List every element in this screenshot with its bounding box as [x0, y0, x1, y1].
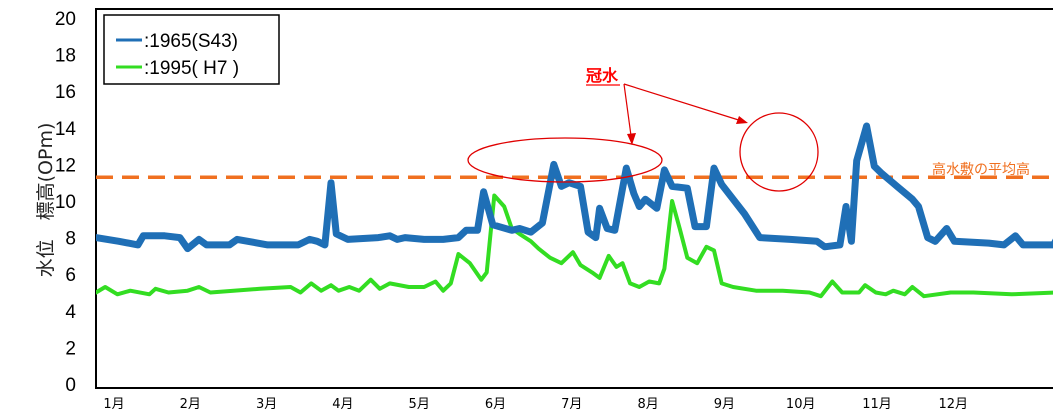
y-tick-label: 12	[55, 155, 76, 176]
x-tick-label: 8月	[637, 397, 658, 412]
series-lines	[96, 122, 1053, 299]
x-tick-label: 11月	[862, 397, 892, 412]
x-tick-label: 1月	[103, 397, 124, 412]
y-tick-label: 0	[65, 375, 76, 396]
y-tick-label: 10	[55, 192, 76, 213]
y-tick-label: 20	[55, 9, 76, 30]
x-tick-label: 6月	[485, 397, 506, 412]
legend: :1965(S43) :1995( H7 )	[103, 14, 280, 85]
annotation-arrow-left	[623, 83, 633, 144]
series-line-1965	[96, 122, 1053, 253]
y-tick-label: 18	[55, 46, 76, 67]
arrowhead-right	[736, 116, 748, 124]
x-tick-label: 9月	[714, 397, 735, 412]
x-axis: 1月 2月 3月 4月 5月 6月 7月 8月 9月 10月 11月 12月	[103, 397, 968, 412]
annotation-circle-september	[739, 112, 819, 192]
y-axis: 0 2 4 6 8 10 12 14 16 18 20	[55, 9, 77, 396]
series-line-1995	[96, 193, 1053, 299]
legend-box	[103, 14, 280, 85]
x-tick-label: 4月	[332, 397, 353, 412]
y-axis-label: 水位 標高(OPm)	[35, 123, 57, 278]
plot-frame	[95, 8, 1053, 389]
y-tick-label: 4	[65, 302, 76, 323]
y-tick-label: 2	[65, 338, 76, 359]
reference-line-label: 高水敷の平均高	[932, 161, 1030, 178]
x-tick-label: 2月	[180, 397, 201, 412]
flood-annotation: 冠水	[467, 66, 819, 192]
x-tick-label: 12月	[939, 397, 969, 412]
x-tick-label: 10月	[786, 397, 816, 412]
y-tick-label: 14	[55, 119, 77, 140]
y-tick-label: 16	[55, 82, 76, 103]
legend-label-1995: :1995( H7 )	[144, 58, 239, 79]
y-tick-label: 6	[65, 265, 76, 286]
legend-label-1965: :1965(S43)	[144, 31, 238, 52]
arrowhead-left	[627, 133, 636, 145]
x-tick-label: 3月	[256, 397, 277, 412]
annotation-ellipse-june-july	[467, 137, 663, 183]
annotation-arrow-right	[623, 83, 746, 123]
x-tick-label: 7月	[561, 397, 582, 412]
y-tick-label: 8	[65, 229, 76, 250]
x-tick-label: 5月	[409, 397, 430, 412]
annotation-label: 冠水	[586, 66, 619, 85]
